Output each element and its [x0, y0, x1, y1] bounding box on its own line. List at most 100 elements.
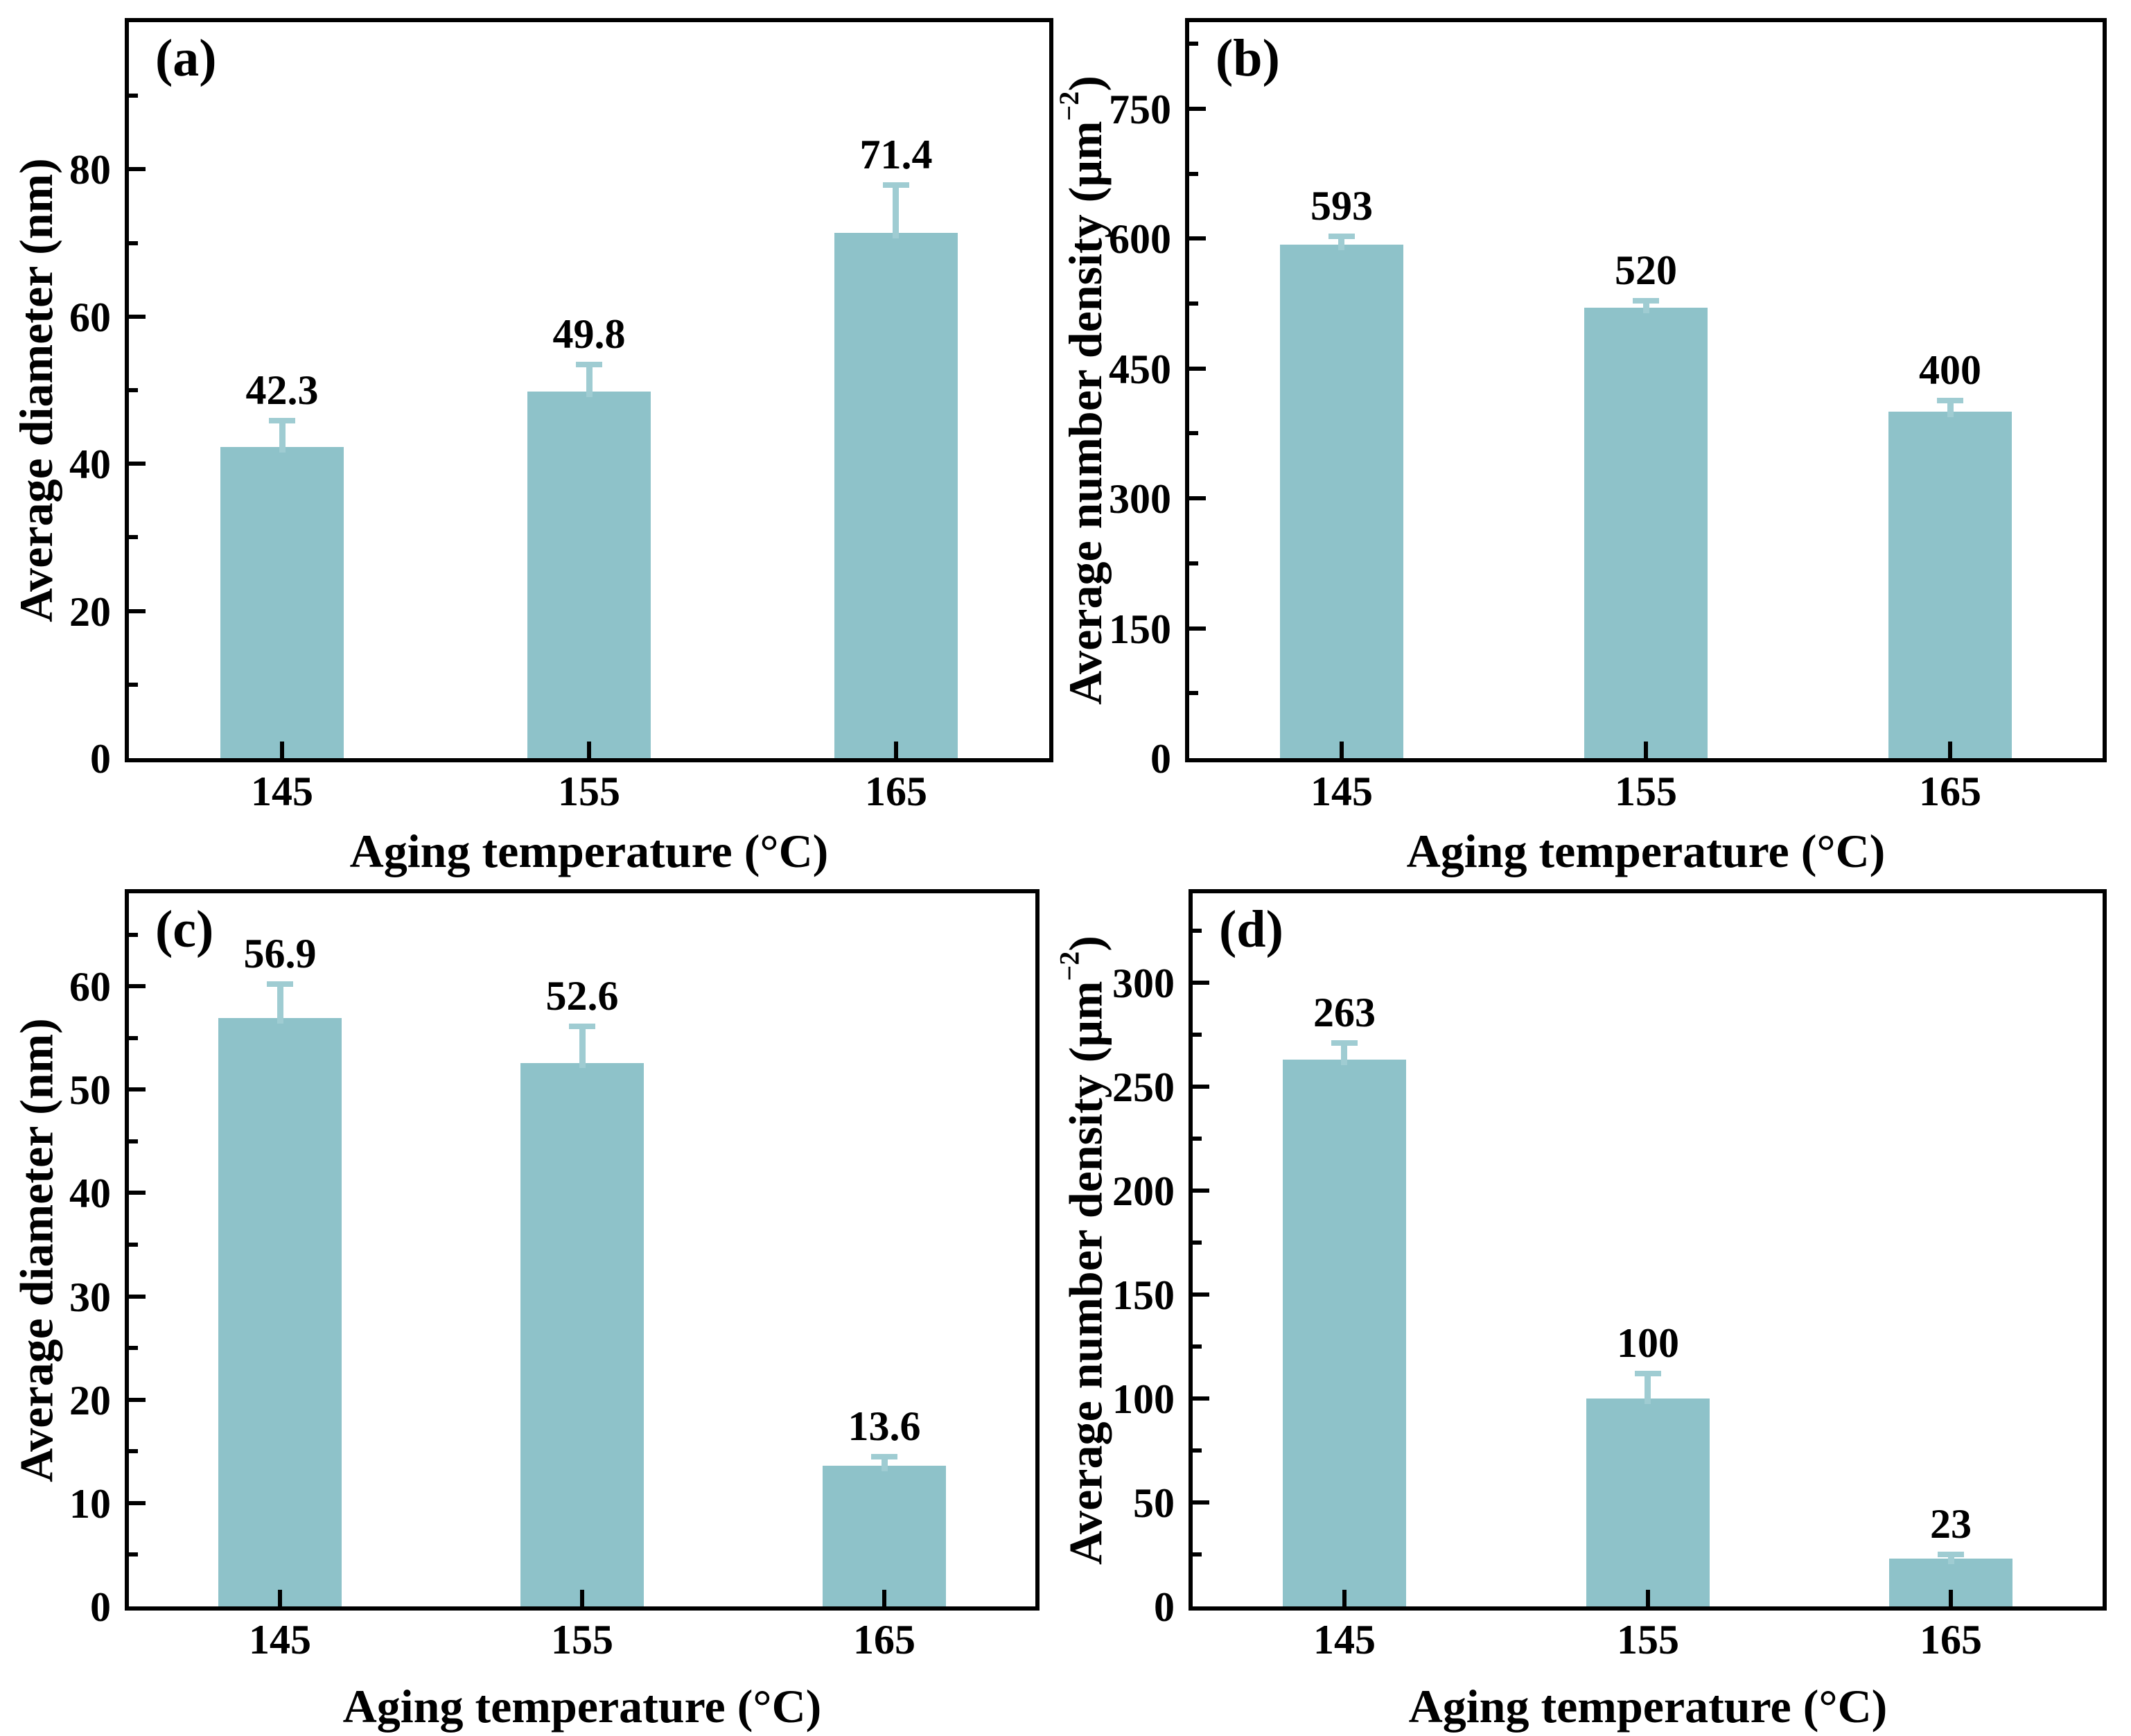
y-tick-label: 80	[69, 147, 111, 193]
y-tick-label: 200	[1112, 1168, 1175, 1214]
y-major-tick	[129, 1501, 146, 1505]
y-major-tick	[1189, 236, 1206, 240]
y-minor-tick	[129, 683, 138, 687]
y-tick-label: 40	[69, 441, 111, 487]
x-tick-label: 155	[558, 769, 620, 814]
y-major-tick	[1193, 1500, 1209, 1505]
y-tick-label: 450	[1109, 347, 1171, 392]
x-tick-label: 155	[1615, 769, 1677, 814]
error-bar-stem	[1341, 1043, 1347, 1065]
bar	[520, 1063, 644, 1606]
x-tick-label: 165	[1919, 769, 1981, 814]
y-tick-label: 60	[69, 964, 111, 1010]
y-axis-label-suffix: )	[1058, 76, 1112, 91]
y-major-tick	[1193, 1396, 1209, 1401]
error-bar-stem	[1338, 236, 1344, 250]
bar-value-label: 263	[1313, 990, 1376, 1035]
bar-value-label: 71.4	[859, 132, 933, 177]
bar-value-label: 52.6	[545, 973, 619, 1019]
y-tick-label: 750	[1109, 87, 1171, 132]
y-tick-label: 150	[1112, 1272, 1175, 1318]
y-major-tick	[129, 1191, 146, 1195]
y-major-tick	[129, 167, 146, 171]
y-minor-tick	[129, 241, 138, 245]
y-major-tick	[1189, 496, 1206, 500]
y-axis-label-text: Average diameter (nm)	[9, 158, 62, 622]
error-bar-stem	[893, 185, 899, 238]
x-major-tick	[278, 1590, 282, 1606]
y-tick-label: 250	[1112, 1064, 1175, 1110]
y-minor-tick	[129, 388, 138, 392]
x-tick-label: 165	[853, 1617, 915, 1663]
y-tick-label: 100	[1112, 1376, 1175, 1422]
y-minor-tick	[1189, 561, 1198, 565]
bar	[834, 233, 958, 758]
error-bar-stem	[882, 1457, 888, 1471]
error-bar-cap	[1328, 234, 1355, 239]
y-major-tick	[1193, 1292, 1209, 1297]
y-tick-label: 0	[90, 1584, 111, 1630]
bar	[1888, 412, 2012, 758]
panel-label: (b)	[1216, 29, 1280, 87]
error-bar-cap	[269, 418, 295, 423]
y-axis-label-text: Average number density (μm	[1058, 121, 1112, 705]
y-minor-tick	[1189, 42, 1198, 46]
y-minor-tick	[1193, 1033, 1202, 1037]
error-bar-stem	[1645, 1374, 1651, 1404]
y-tick-label: 0	[1150, 736, 1171, 782]
x-major-tick	[1342, 1590, 1347, 1606]
y-minor-tick	[129, 933, 138, 937]
y-axis-label: Average number density (μm −2)	[1053, 18, 1113, 762]
x-major-tick	[894, 742, 898, 758]
panel-label: (d)	[1219, 900, 1283, 958]
error-bar-cap	[883, 182, 909, 188]
panel-label: (a)	[155, 29, 217, 87]
y-major-tick	[129, 984, 146, 988]
bar	[218, 1018, 342, 1606]
y-minor-tick	[1193, 929, 1202, 933]
y-major-tick	[129, 1295, 146, 1299]
error-bar-cap	[1937, 398, 1963, 403]
y-minor-tick	[1193, 1137, 1202, 1141]
error-bar-cap	[569, 1024, 595, 1029]
x-tick-label: 155	[1617, 1617, 1679, 1663]
y-minor-tick	[129, 1036, 138, 1040]
y-tick-label: 20	[69, 589, 111, 635]
x-major-tick	[1644, 742, 1648, 758]
error-bar-cap	[1938, 1552, 1964, 1557]
x-axis-label: Aging temperature (°C)	[349, 825, 829, 877]
bar-value-label: 100	[1617, 1320, 1679, 1366]
y-minor-tick	[1189, 691, 1198, 695]
bar	[527, 392, 651, 758]
y-minor-tick	[1189, 301, 1198, 306]
bar-value-label: 56.9	[243, 931, 317, 976]
bar-value-label: 593	[1310, 183, 1373, 229]
x-major-tick	[587, 742, 591, 758]
y-major-tick	[129, 462, 146, 466]
y-minor-tick	[129, 1552, 138, 1557]
y-major-tick	[129, 1398, 146, 1402]
x-tick-label: 145	[1310, 769, 1373, 814]
x-major-tick	[1948, 742, 1952, 758]
x-tick-label: 145	[249, 1617, 311, 1663]
y-minor-tick	[1189, 431, 1198, 435]
bar-value-label: 42.3	[245, 367, 319, 413]
y-major-tick	[1189, 107, 1206, 111]
y-major-tick	[1189, 626, 1206, 631]
x-major-tick	[1646, 1590, 1650, 1606]
error-bar-cap	[1635, 1371, 1661, 1376]
bar	[1283, 1060, 1406, 1606]
y-minor-tick	[129, 1346, 138, 1350]
y-tick-label: 600	[1109, 216, 1171, 262]
y-tick-label: 150	[1109, 606, 1171, 652]
error-bar-stem	[579, 1026, 586, 1068]
y-minor-tick	[1193, 1240, 1202, 1245]
x-major-tick	[1340, 742, 1344, 758]
bar-value-label: 520	[1615, 247, 1677, 293]
y-axis-label-suffix: )	[1059, 936, 1112, 952]
bar-value-label: 49.8	[552, 311, 626, 357]
bar	[1584, 308, 1708, 758]
x-major-tick	[882, 1590, 886, 1606]
y-axis-label-text: Average diameter (nm)	[10, 1018, 62, 1482]
bar-value-label: 13.6	[848, 1403, 921, 1449]
